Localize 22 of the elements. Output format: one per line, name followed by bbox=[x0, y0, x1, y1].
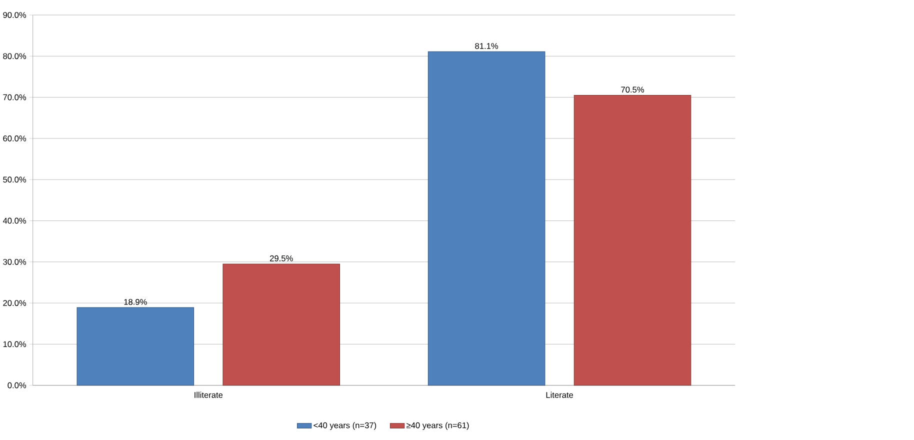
y-tick-label: 20.0% bbox=[3, 300, 26, 306]
x-tick-label: Illiterate bbox=[194, 392, 223, 398]
legend-label: ≥40 years (n=61) bbox=[406, 422, 469, 430]
data-label: 70.5% bbox=[621, 86, 644, 92]
y-tick-label: 0.0% bbox=[8, 382, 26, 388]
data-label: 18.9% bbox=[124, 298, 147, 305]
data-label: 29.5% bbox=[270, 255, 293, 262]
y-tick-label: 70.0% bbox=[3, 94, 26, 100]
y-tick-label: 80.0% bbox=[3, 53, 26, 59]
y-tick-label: 10.0% bbox=[3, 341, 26, 347]
legend-label: <40 years (n=37) bbox=[314, 422, 376, 430]
bar bbox=[76, 307, 194, 386]
y-tick-label: 50.0% bbox=[3, 176, 26, 182]
bar bbox=[222, 264, 340, 386]
y-tick-label: 90.0% bbox=[3, 12, 26, 18]
bar bbox=[428, 51, 546, 386]
data-label: 81.1% bbox=[475, 42, 498, 49]
y-tick-label: 40.0% bbox=[2, 218, 26, 224]
y-tick-label: 60.0% bbox=[3, 135, 26, 142]
x-tick-label: Literate bbox=[546, 392, 574, 398]
y-tick-label: 30.0% bbox=[3, 258, 26, 265]
bar bbox=[574, 94, 692, 386]
